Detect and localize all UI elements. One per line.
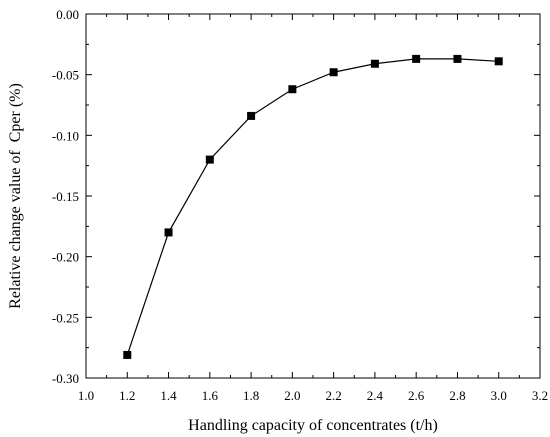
data-point <box>123 350 132 359</box>
y-axis-label: Relative change value of Cper (%) <box>7 83 24 309</box>
x-tick-label: 2.4 <box>367 388 384 403</box>
data-point <box>247 111 256 120</box>
data-point <box>205 155 214 164</box>
y-tick-label: -0.05 <box>52 68 79 83</box>
x-tick-label: 1.6 <box>202 388 219 403</box>
x-tick-label: 2.8 <box>449 388 465 403</box>
x-tick-label: 1.2 <box>119 388 135 403</box>
x-tick-label: 1.4 <box>160 388 177 403</box>
data-point <box>329 68 338 77</box>
x-tick-label: 1.8 <box>243 388 259 403</box>
x-tick-label: 3.2 <box>532 388 548 403</box>
data-point <box>164 228 173 237</box>
y-tick-label: 0.00 <box>56 7 79 22</box>
x-tick-label: 1.0 <box>78 388 94 403</box>
series-line <box>126 58 499 356</box>
data-point <box>453 54 462 63</box>
y-tick-label: -0.20 <box>52 250 79 265</box>
plot-area <box>85 13 541 379</box>
data-point <box>412 54 421 63</box>
x-axis: 1.0 1.2 1.4 1.6 1.8 2.0 2.2 2.4 2.6 2.8 3.0 3.2 <box>78 14 548 403</box>
plot-frame <box>85 13 541 379</box>
x-tick-label: 2.6 <box>408 388 425 403</box>
x-tick-label: 2.0 <box>284 388 300 403</box>
x-tick-label: 2.2 <box>326 388 342 403</box>
y-axis: 0.00 -0.05 -0.10 -0.15 -0.20 -0.25 -0.30 <box>52 7 540 386</box>
series <box>123 54 503 359</box>
y-tick-label: -0.15 <box>52 189 79 204</box>
data-point <box>494 57 503 66</box>
y-tick-label: -0.30 <box>52 371 79 386</box>
y-tick-label: -0.25 <box>52 310 79 325</box>
x-tick-label: 3.0 <box>491 388 507 403</box>
data-point <box>370 59 379 68</box>
y-tick-label: -0.10 <box>52 128 79 143</box>
data-point <box>288 85 297 94</box>
x-axis-label: Handling capacity of concentrates (t/h) <box>188 417 438 434</box>
